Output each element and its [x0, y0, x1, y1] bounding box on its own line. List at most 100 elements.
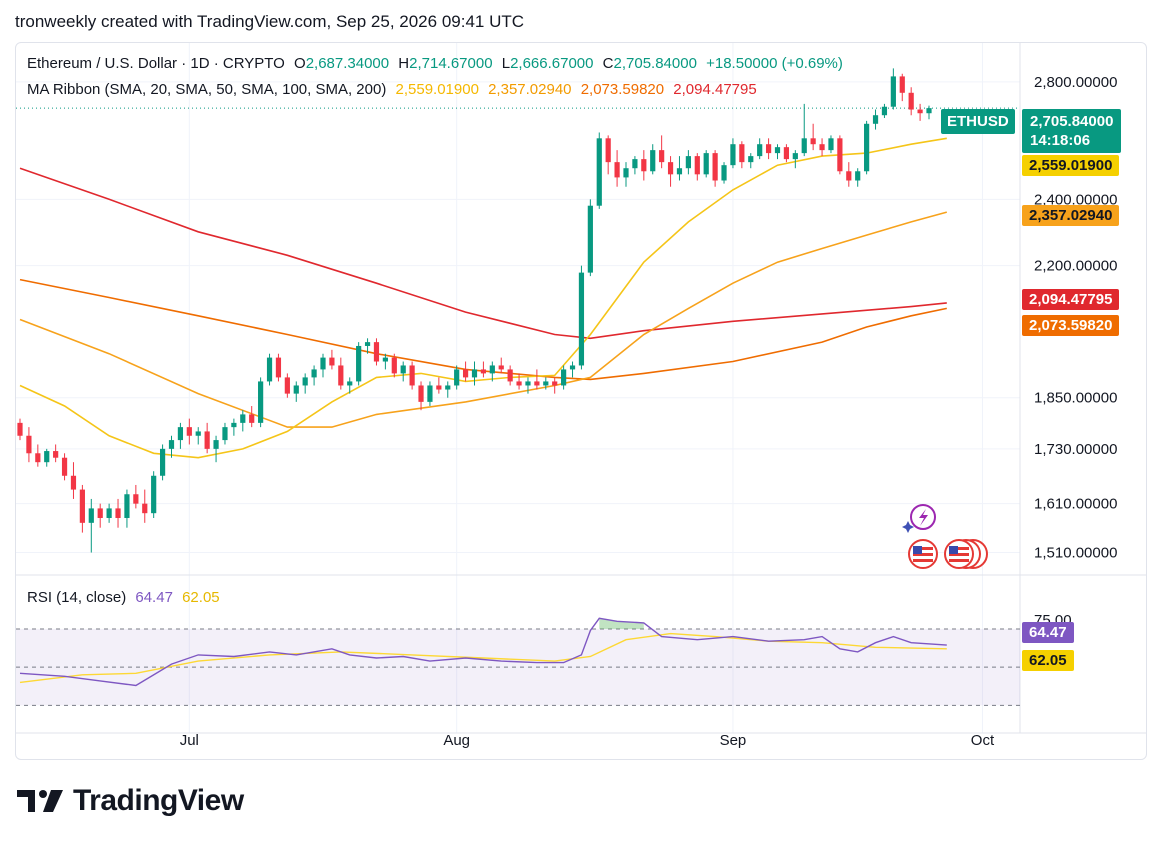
candle-body — [872, 115, 879, 124]
price-axis-label: 2,200.00000 — [1034, 258, 1117, 275]
candle-body — [445, 385, 451, 390]
candle-body — [552, 381, 558, 386]
candle-body — [231, 422, 237, 428]
candle-body — [382, 357, 388, 362]
candle-body — [284, 377, 290, 394]
candle-body — [507, 369, 513, 382]
candle-body — [765, 144, 772, 154]
us-flag-event-icon-group[interactable] — [944, 539, 988, 569]
ma50-tag: 2,357.02940 — [1022, 205, 1120, 226]
candle-body — [70, 475, 77, 490]
price-tag: 2,705.84000 14:18:06 — [1022, 109, 1122, 153]
open-label: O — [294, 55, 306, 72]
candle-body — [471, 369, 478, 378]
candle-body — [926, 108, 932, 114]
candle-body — [142, 503, 148, 514]
candle-body — [605, 138, 611, 163]
candle-body — [489, 365, 495, 374]
candle-body — [578, 272, 585, 366]
candle-body — [177, 427, 184, 441]
ma20-tag: 2,559.01900 — [1022, 155, 1120, 176]
candle-body — [275, 357, 282, 378]
candle-body — [409, 365, 415, 386]
candle-body — [159, 448, 166, 476]
candle-body — [881, 106, 888, 116]
candle-body — [703, 153, 709, 175]
low-label: L — [501, 55, 511, 72]
grid-layer — [16, 43, 1146, 734]
candle-body — [26, 435, 32, 454]
us-flag-event-icon[interactable] — [908, 539, 938, 569]
candle-body — [810, 138, 816, 145]
candle-body — [917, 109, 923, 114]
x-axis-label-jul: Jul — [180, 732, 199, 749]
symbol-name: Ethereum / U.S. Dollar · 1D · CRYPTO — [27, 55, 285, 72]
candle-body — [373, 342, 380, 362]
candle-body — [53, 451, 59, 458]
ohlc-legend: Ethereum / U.S. Dollar · 1D · CRYPTO O2,… — [27, 55, 848, 72]
candle-body — [35, 453, 41, 463]
candle-body — [186, 427, 192, 436]
candle-body — [329, 357, 335, 366]
rsi-band — [16, 628, 1020, 706]
rsi-line — [19, 617, 947, 687]
sparkle-event-icon[interactable] — [902, 503, 936, 533]
chart-frame[interactable]: Jul Aug Sep Oct 2,800.00000 2,400.00000 2,200.… — [15, 42, 1147, 760]
candle-body — [774, 147, 781, 154]
current-price: 2,705.84000 — [1030, 113, 1114, 130]
bar-countdown: 14:18:06 — [1030, 132, 1091, 149]
candle-body — [623, 168, 629, 178]
candle-body — [632, 159, 638, 169]
symbol-tag: ETHUSD — [941, 109, 1015, 134]
rsi-overbought-fill — [599, 618, 644, 629]
sma200-line — [19, 167, 947, 340]
rsi-legend: RSI (14, close) 64.47 62.05 — [27, 589, 225, 606]
candle-body — [195, 431, 201, 436]
candle-body — [462, 369, 469, 378]
ma50-value: 2,357.02940 — [488, 81, 572, 98]
candle-body — [302, 377, 308, 386]
price-axis-label: 1,730.00000 — [1034, 441, 1117, 458]
x-axis-label-oct: Oct — [971, 732, 995, 749]
candle-body — [596, 138, 602, 206]
candle-body — [391, 357, 397, 374]
candle-body — [890, 76, 896, 107]
rsi-tag: 64.47 — [1022, 622, 1074, 643]
candle-body — [534, 381, 540, 386]
candle-body — [685, 156, 691, 169]
candle-body — [855, 171, 861, 181]
candle-body — [364, 342, 371, 346]
candle-body — [88, 508, 94, 523]
candle-body — [587, 205, 593, 273]
rsi-ma-tag: 62.05 — [1022, 650, 1074, 671]
candle-body — [899, 76, 905, 93]
logo-text: TradingView — [73, 784, 244, 817]
chart-caption: tronweekly created with TradingView.com,… — [15, 12, 525, 31]
chart-canvas[interactable]: Jul Aug Sep Oct 2,800.00000 2,400.00000 2,200.… — [16, 43, 1146, 759]
candle-body — [338, 365, 344, 386]
change-value: +18.50000 (+0.69%) — [706, 55, 843, 72]
rsi-value: 64.47 — [135, 589, 173, 606]
candle-body — [525, 381, 531, 386]
candle-body — [151, 475, 157, 514]
close-value: 2,705.84000 — [613, 55, 697, 72]
candle-body — [427, 385, 433, 402]
candle-body — [258, 381, 264, 423]
high-value: 2,714.67000 — [409, 55, 493, 72]
candle-body — [864, 123, 870, 172]
candle-body — [79, 489, 85, 523]
candle-body — [436, 385, 442, 390]
candle-body — [837, 138, 843, 172]
rsi-ma-line — [19, 632, 947, 684]
candle-body — [543, 381, 549, 386]
candle-body — [801, 138, 807, 154]
candle-body — [792, 153, 798, 160]
candle-body — [498, 365, 504, 370]
ma200-value: 2,094.47795 — [673, 81, 757, 98]
candle-body — [846, 171, 852, 181]
open-value: 2,687.34000 — [305, 55, 390, 72]
candle-body — [667, 162, 674, 175]
candle-body — [106, 508, 112, 518]
price-axis-label: 2,800.00000 — [1034, 74, 1117, 91]
high-label: H — [398, 55, 410, 72]
